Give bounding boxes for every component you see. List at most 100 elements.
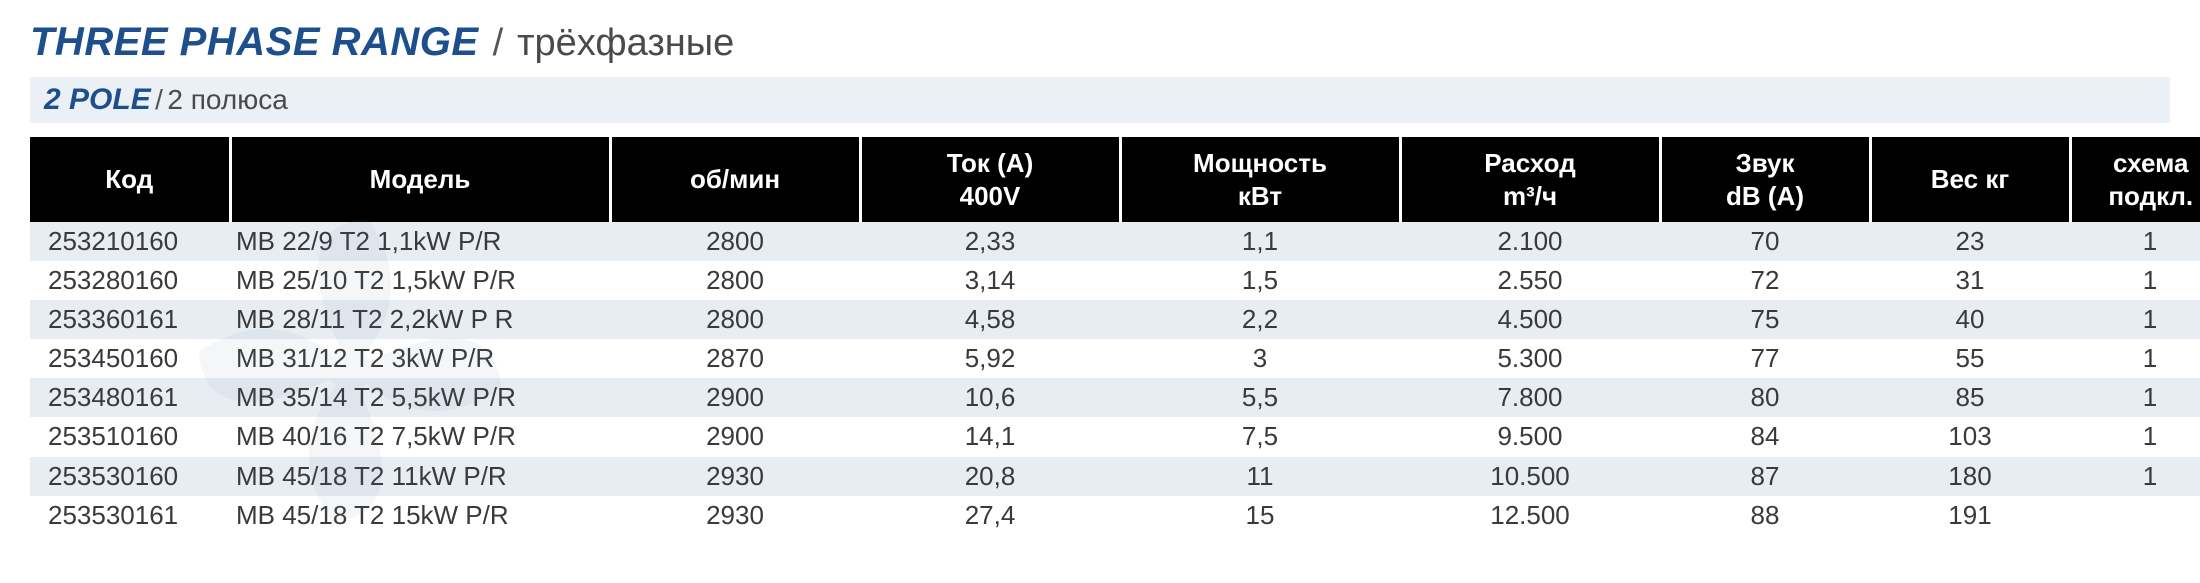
cell-sch: 1 — [2070, 261, 2200, 300]
col-header-line1: схема — [2113, 148, 2188, 178]
cell-pow: 11 — [1120, 457, 1400, 496]
cell-sch: 1 — [2070, 378, 2200, 417]
cell-cur: 2,33 — [860, 222, 1120, 261]
cell-code: 253210160 — [30, 222, 230, 261]
col-header-wgt: Вес кг — [1870, 137, 2070, 222]
cell-cur: 3,14 — [860, 261, 1120, 300]
cell-model: MB 45/18 T2 11kW P/R — [230, 457, 610, 496]
cell-snd: 88 — [1660, 496, 1870, 535]
cell-code: 253480161 — [30, 378, 230, 417]
title-ru: трёхфазные — [517, 22, 734, 65]
cell-code: 253360161 — [30, 300, 230, 339]
cell-wgt: 85 — [1870, 378, 2070, 417]
table-row: 253450160MB 31/12 T2 3kW P/R28705,9235.3… — [30, 339, 2200, 378]
cell-pow: 7,5 — [1120, 417, 1400, 456]
cell-sch: 1 — [2070, 417, 2200, 456]
table-row: 253530160MB 45/18 T2 11kW P/R293020,8111… — [30, 457, 2200, 496]
cell-flow: 9.500 — [1400, 417, 1660, 456]
cell-flow: 2.550 — [1400, 261, 1660, 300]
cell-rpm: 2900 — [610, 378, 860, 417]
cell-pow: 2,2 — [1120, 300, 1400, 339]
cell-code: 253530160 — [30, 457, 230, 496]
col-header-line1: Вес кг — [1931, 164, 2009, 194]
cell-pow: 1,1 — [1120, 222, 1400, 261]
col-header-rpm: об/мин — [610, 137, 860, 222]
cell-wgt: 55 — [1870, 339, 2070, 378]
cell-model: MB 31/12 T2 3kW P/R — [230, 339, 610, 378]
cell-wgt: 191 — [1870, 496, 2070, 535]
cell-wgt: 23 — [1870, 222, 2070, 261]
cell-wgt: 40 — [1870, 300, 2070, 339]
cell-rpm: 2900 — [610, 417, 860, 456]
table-row: 253280160MB 25/10 T2 1,5kW P/R28003,141,… — [30, 261, 2200, 300]
col-header-line2: кВт — [1130, 180, 1391, 213]
cell-snd: 72 — [1660, 261, 1870, 300]
cell-code: 253510160 — [30, 417, 230, 456]
table-row: 253360161MB 28/11 T2 2,2kW P R28004,582,… — [30, 300, 2200, 339]
col-header-flow: Расходm³/ч — [1400, 137, 1660, 222]
col-header-sch: схемаподкл. — [2070, 137, 2200, 222]
cell-cur: 14,1 — [860, 417, 1120, 456]
cell-snd: 84 — [1660, 417, 1870, 456]
cell-rpm: 2930 — [610, 457, 860, 496]
cell-rpm: 2870 — [610, 339, 860, 378]
cell-flow: 7.800 — [1400, 378, 1660, 417]
cell-snd: 70 — [1660, 222, 1870, 261]
cell-model: MB 25/10 T2 1,5kW P/R — [230, 261, 610, 300]
col-header-line1: Звук — [1735, 148, 1794, 178]
col-header-code: Код — [30, 137, 230, 222]
cell-model: MB 28/11 T2 2,2kW P R — [230, 300, 610, 339]
cell-rpm: 2800 — [610, 300, 860, 339]
col-header-line1: Модель — [370, 164, 471, 194]
cell-flow: 10.500 — [1400, 457, 1660, 496]
col-header-model: Модель — [230, 137, 610, 222]
col-header-line1: Ток (А) — [947, 148, 1033, 178]
cell-pow: 15 — [1120, 496, 1400, 535]
page-title-row: THREE PHASE RANGE / трёхфазные — [30, 20, 2170, 65]
cell-sch: 1 — [2070, 339, 2200, 378]
cell-model: MB 40/16 T2 7,5kW P/R — [230, 417, 610, 456]
cell-cur: 5,92 — [860, 339, 1120, 378]
spec-table: КодМодельоб/минТок (А)400VМощностькВтРас… — [30, 137, 2200, 535]
cell-code: 253530161 — [30, 496, 230, 535]
cell-sch: 1 — [2070, 300, 2200, 339]
table-body: 253210160MB 22/9 T2 1,1kW P/R28002,331,1… — [30, 222, 2200, 535]
col-header-line1: Код — [105, 164, 153, 194]
col-header-cur: Ток (А)400V — [860, 137, 1120, 222]
subtitle-row: 2 POLE / 2 полюса — [30, 77, 2170, 123]
cell-sch: 1 — [2070, 457, 2200, 496]
cell-rpm: 2800 — [610, 261, 860, 300]
col-header-line1: Мощность — [1193, 148, 1327, 178]
cell-sch: 1 — [2070, 222, 2200, 261]
col-header-line2: m³/ч — [1410, 180, 1651, 213]
cell-flow: 12.500 — [1400, 496, 1660, 535]
table-row: 253510160MB 40/16 T2 7,5kW P/R290014,17,… — [30, 417, 2200, 456]
cell-cur: 10,6 — [860, 378, 1120, 417]
title-en: THREE PHASE RANGE — [30, 20, 479, 65]
subtitle-en: 2 POLE — [44, 83, 151, 116]
cell-snd: 77 — [1660, 339, 1870, 378]
col-header-line1: Расход — [1484, 148, 1575, 178]
cell-pow: 5,5 — [1120, 378, 1400, 417]
col-header-pow: МощностькВт — [1120, 137, 1400, 222]
cell-code: 253280160 — [30, 261, 230, 300]
col-header-line2: 400V — [870, 180, 1111, 213]
cell-snd: 87 — [1660, 457, 1870, 496]
cell-cur: 4,58 — [860, 300, 1120, 339]
cell-pow: 1,5 — [1120, 261, 1400, 300]
cell-snd: 80 — [1660, 378, 1870, 417]
table-header: КодМодельоб/минТок (А)400VМощностькВтРас… — [30, 137, 2200, 222]
table-row: 253530161MB 45/18 T2 15kW P/R293027,4151… — [30, 496, 2200, 535]
cell-flow: 4.500 — [1400, 300, 1660, 339]
cell-snd: 75 — [1660, 300, 1870, 339]
cell-wgt: 103 — [1870, 417, 2070, 456]
cell-model: MB 35/14 T2 5,5kW P/R — [230, 378, 610, 417]
col-header-line1: об/мин — [690, 164, 780, 194]
cell-flow: 5.300 — [1400, 339, 1660, 378]
cell-pow: 3 — [1120, 339, 1400, 378]
table-row: 253210160MB 22/9 T2 1,1kW P/R28002,331,1… — [30, 222, 2200, 261]
cell-wgt: 31 — [1870, 261, 2070, 300]
table-row: 253480161MB 35/14 T2 5,5kW P/R290010,65,… — [30, 378, 2200, 417]
cell-code: 253450160 — [30, 339, 230, 378]
cell-flow: 2.100 — [1400, 222, 1660, 261]
